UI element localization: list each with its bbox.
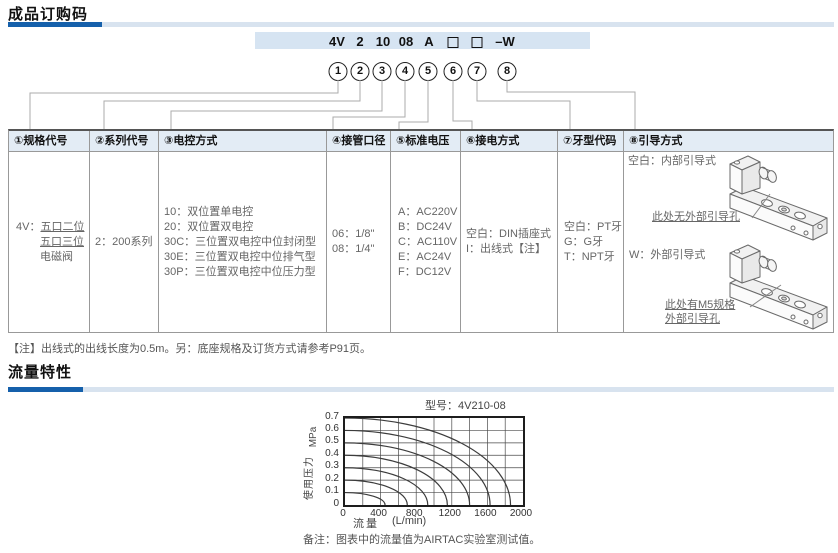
valve-isometric-drawing-external bbox=[729, 244, 828, 330]
table-cell-line: B：DC24V bbox=[398, 220, 452, 233]
column-pilot-type: ⑧引导方式 空白：内部引导式 此处无外部引导孔 W：外部引导式 此处有M5规格 … bbox=[623, 131, 833, 332]
table-cell-line: 30P：三位置双电控中位压力型 bbox=[164, 265, 316, 278]
table-cell-line: 2：200系列 bbox=[95, 235, 153, 248]
column-voltage: ⑤标准电压 A：AC220V B：DC24V C：AC110V E：AC24V … bbox=[390, 131, 460, 332]
table-cell-line: A：AC220V bbox=[398, 205, 458, 218]
x-axis-unit: (L/min) bbox=[392, 515, 427, 527]
section-title-flow: 流量特性 bbox=[8, 364, 73, 381]
column-control-type: ③电控方式 10：双位置单电控 20：双位置双电控 30C：三位置双电控中位封闭… bbox=[158, 131, 326, 332]
code-circle-2: 2 bbox=[350, 62, 370, 81]
pilot-external-callout-line1: 此处有M5规格 bbox=[665, 299, 736, 311]
table-cell-line: F：DC12V bbox=[398, 265, 452, 278]
code-circle-4: 4 bbox=[395, 62, 415, 81]
code-blank-box-1 bbox=[447, 36, 459, 48]
column-header: ③电控方式 bbox=[159, 131, 326, 152]
y-tick-label: 0.5 bbox=[325, 435, 339, 447]
y-tick-label: 0.7 bbox=[325, 410, 339, 422]
y-tick-label: 0.6 bbox=[325, 422, 339, 434]
code-segment-port: 08 bbox=[398, 34, 414, 49]
code-segment-voltage: A bbox=[424, 34, 434, 49]
table-cell-line: T：NPT牙 bbox=[564, 250, 615, 263]
code-blank-box-2 bbox=[471, 36, 483, 48]
x-tick-label: 0 bbox=[340, 508, 346, 519]
table-cell-line: C：AC110V bbox=[398, 235, 458, 248]
y-tick-label: 0.2 bbox=[325, 472, 339, 484]
table-cell-line: 空白：DIN插座式 bbox=[466, 228, 551, 240]
code-segment-series: 2 bbox=[356, 34, 364, 49]
table-cell-line: 10：双位置单电控 bbox=[164, 205, 254, 218]
section-rule-light bbox=[83, 387, 834, 392]
table-cell-line: 06：1/8" bbox=[332, 228, 375, 240]
column-header: ⑧引导方式 bbox=[624, 131, 833, 152]
column-header: ④接管口径 bbox=[327, 131, 390, 152]
code-circle-1: 1 bbox=[328, 62, 348, 81]
code-circle-6: 6 bbox=[443, 62, 463, 81]
column-header: ⑤标准电压 bbox=[391, 131, 460, 152]
table-cell-line: 五口三位 bbox=[40, 235, 84, 248]
column-header: ②系列代号 bbox=[90, 131, 158, 152]
table-cell-line: 30E：三位置双电控中位排气型 bbox=[164, 250, 316, 263]
valve-isometric-drawing-internal bbox=[729, 155, 828, 241]
table-cell-line: I：出线式【注】 bbox=[466, 243, 547, 255]
ordering-note: 【注】出线式的出线长度为0.5m。另：底座规格及订货方式请参考P91页。 bbox=[8, 343, 372, 355]
table-cell-line: G：G牙 bbox=[564, 235, 604, 248]
x-tick-label: 1200 bbox=[438, 508, 461, 519]
pilot-internal-label: 空白：内部引导式 bbox=[628, 155, 716, 167]
y-tick-label: 0.1 bbox=[325, 485, 339, 497]
ordering-code-table: ①规格代号 4V：五口二位 五口三位 电磁阀 ②系列代号 2：200系列 ③电控… bbox=[8, 129, 834, 333]
column-port-size: ④接管口径 06：1/8" 08：1/4" bbox=[326, 131, 390, 332]
y-tick-label: 0.3 bbox=[325, 460, 339, 472]
section-rule-dark bbox=[8, 387, 83, 392]
code-circle-3: 3 bbox=[372, 62, 392, 81]
chart-title: 型号：4V210-08 bbox=[425, 400, 506, 412]
column-size-code: ①规格代号 4V：五口二位 五口三位 电磁阀 bbox=[9, 131, 89, 332]
code-segment-control: 10 bbox=[375, 34, 391, 49]
section-rule-dark bbox=[8, 22, 102, 27]
table-cell-line: 4V：五口二位 bbox=[16, 220, 85, 233]
flow-chart: 型号：4V210-08 MPa 使用压力 流量 (L/min) 0.7 0.6 0.… bbox=[293, 396, 543, 532]
table-cell-line: 08：1/4" bbox=[332, 243, 375, 255]
flow-chart-plot-svg bbox=[345, 418, 523, 505]
chart-remark: 备注：图表中的流量值为AIRTAC实验室测试值。 bbox=[303, 534, 541, 546]
column-header: ①规格代号 bbox=[9, 131, 89, 152]
x-tick-label: 400 bbox=[370, 508, 387, 519]
pilot-external-callout-line2: 外部引导孔 bbox=[665, 313, 720, 325]
plot-area bbox=[343, 416, 525, 507]
column-header: ⑥接电方式 bbox=[461, 131, 557, 152]
column-wiring-type: ⑥接电方式 空白：DIN插座式 I：出线式【注】 bbox=[460, 131, 557, 332]
y-tick-label: 0 bbox=[333, 497, 339, 509]
x-tick-label: 2000 bbox=[509, 508, 533, 519]
code-circle-5: 5 bbox=[418, 62, 438, 81]
ordering-code-strip bbox=[255, 32, 590, 49]
column-thread-code: ⑦牙型代码 空白：PT牙 G：G牙 T：NPT牙 bbox=[557, 131, 623, 332]
section-title-ordering: 成品订购码 bbox=[8, 6, 89, 23]
table-cell-line: 空白：PT牙 bbox=[564, 220, 623, 233]
x-tick-label: 800 bbox=[405, 508, 423, 519]
column-series-code: ②系列代号 2：200系列 bbox=[89, 131, 158, 332]
code-segment-pilot: –W bbox=[495, 34, 515, 49]
table-cell-line: 20：双位置双电控 bbox=[164, 220, 254, 233]
table-cell-line: 电磁阀 bbox=[40, 250, 73, 263]
table-cell-line: E：AC24V bbox=[398, 250, 452, 263]
pilot-external-label: W：外部引导式 bbox=[629, 249, 706, 261]
section-rule-light bbox=[102, 22, 834, 27]
x-axis-label: 流量 bbox=[353, 518, 379, 530]
code-segment-size: 4V bbox=[329, 34, 345, 49]
y-tick-label: 0.4 bbox=[325, 447, 339, 459]
column-header: ⑦牙型代码 bbox=[558, 131, 623, 152]
code-circle-8: 8 bbox=[497, 62, 517, 81]
table-cell-line: 30C：三位置双电控中位封闭型 bbox=[164, 235, 317, 248]
code-circle-7: 7 bbox=[467, 62, 487, 81]
x-tick-label: 1600 bbox=[474, 508, 497, 519]
pilot-internal-callout: 此处无外部引导孔 bbox=[652, 211, 740, 223]
